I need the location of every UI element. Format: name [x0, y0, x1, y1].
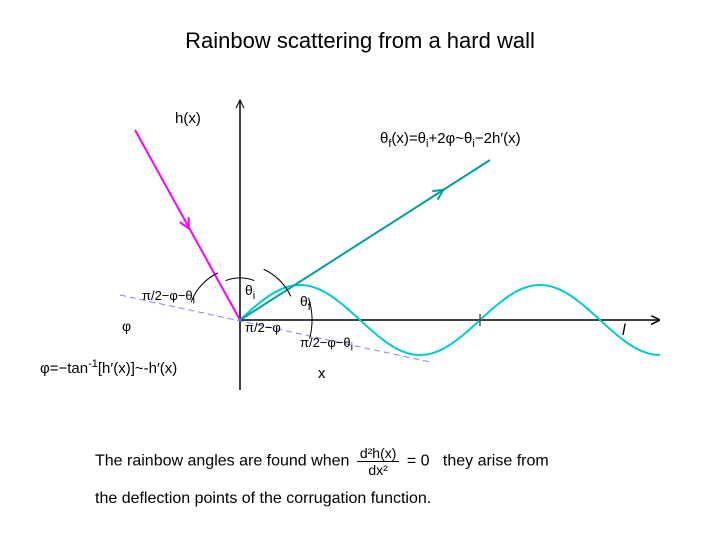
label-x: x	[318, 365, 326, 382]
label-angle-left: π/2−φ−θi	[142, 288, 195, 307]
page-title: Rainbow scattering from a hard wall	[0, 28, 720, 54]
label-theta-i: θi	[245, 282, 255, 302]
label-phi: φ	[122, 318, 131, 334]
bottom-text-line2: the deflection points of the corrugation…	[95, 490, 431, 508]
label-theta-f: θf	[300, 293, 311, 313]
label-l: l	[622, 322, 626, 340]
label-theta-f-formula: θf(x)=θi+2φ~θi−2h′(x)	[380, 130, 521, 150]
bottom-text-line1: The rainbow angles are found when d²h(x)…	[95, 445, 549, 478]
label-hx: h(x)	[175, 110, 201, 127]
label-pi2-phi-theta: π/2−φ−θi	[300, 335, 353, 354]
label-phi-formula: φ=−tan-1[h′(x)]~-h′(x)	[40, 358, 177, 377]
diagram: h(x) θf(x)=θi+2φ~θi−2h′(x) π/2−φ−θi θi θ…	[60, 90, 660, 410]
label-pi2-phi: π/2−φ	[245, 320, 281, 335]
fraction: d²h(x) dx²	[357, 445, 400, 478]
